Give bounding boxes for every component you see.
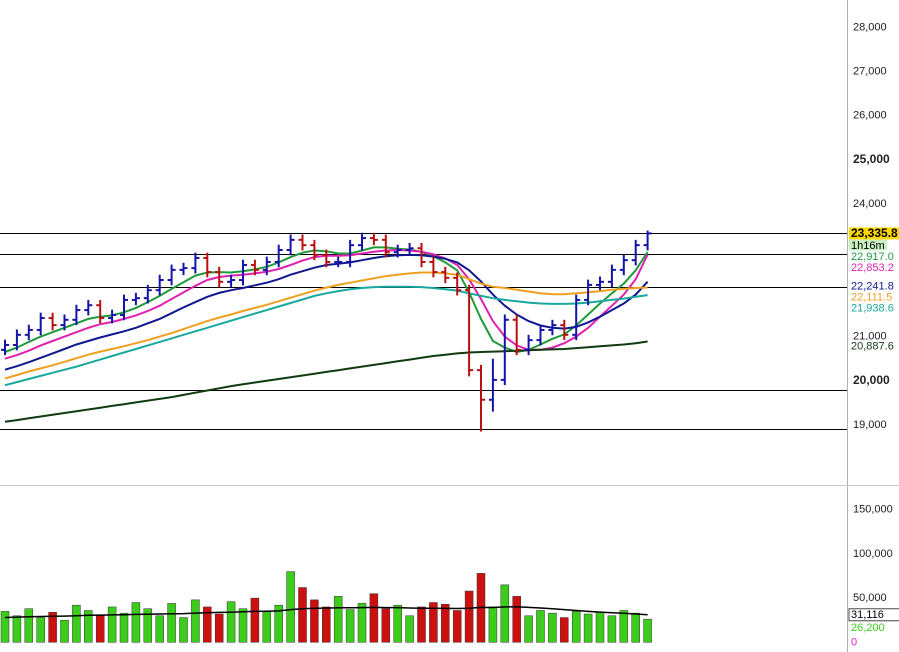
volume-bar [441,604,450,643]
y-tick-label: 26,000 [853,110,887,122]
value-label: 0 [851,637,857,649]
volume-bar [536,610,545,643]
value-label-box [849,280,899,293]
volume-bar [500,584,510,643]
volume-bar [405,615,414,643]
volume-bar [119,612,129,643]
value-label: 22,111.5 [851,292,892,304]
value-label: 26,200 [851,622,885,634]
volume-bar [48,611,57,643]
volume-bar [107,606,117,643]
volume-bar [345,609,355,643]
value-label-box [849,250,899,263]
volume-average-line [4,606,648,619]
volume-bar [631,612,640,643]
volume-bar [619,610,629,643]
value-label-box [849,227,899,240]
volume-bar [0,611,10,643]
volume-bar [143,608,153,643]
volume-bar [72,604,81,643]
countdown-box [849,239,887,252]
volume-bar [238,608,248,643]
volume-bar [607,615,617,643]
volume-bar [393,604,402,643]
volume-bar [155,615,164,643]
volume-bar [512,596,521,643]
value-label-box [849,636,899,649]
volume-bar [131,602,141,643]
volume-bar [286,571,295,643]
volume-bar [417,606,426,643]
volume-bar [429,602,438,643]
volume-bar [464,590,474,643]
value-label-box [848,608,899,622]
volume-bar [24,608,34,643]
y-tick-label: 24,000 [853,198,887,210]
volume-bar [179,617,188,643]
volume-bar [488,606,498,643]
moving-average-line [4,340,648,423]
y-tick-label: 100,000 [853,548,893,560]
volume-bar [357,603,367,643]
volume-bar [95,615,105,643]
volume-bar [333,596,343,643]
volume-bar [36,617,45,643]
y-tick-label: 25,000 [853,152,890,166]
volume-bar [262,611,272,643]
value-label: 22,917.0 [851,251,894,263]
value-label-box [849,261,899,274]
volume-bar [12,615,22,643]
y-tick-label: 21,000 [853,330,887,342]
volume-bar [84,610,93,643]
moving-average-line [4,271,648,380]
volume-bar [571,611,581,643]
value-label-box [849,621,899,634]
moving-average-line [4,285,648,387]
y-tick-label: 28,000 [853,21,887,33]
volume-bar [60,619,69,643]
volume-bar [298,587,307,643]
y-tick-label: 19,000 [853,419,887,431]
y-tick-label: 20,000 [853,373,890,387]
volume-bar [250,597,260,643]
volume-bar [322,606,331,643]
y-tick-label: 50,000 [853,592,887,604]
volume-bar [381,608,391,643]
volume-bar [203,606,212,643]
volume-bar [548,612,557,643]
y-tick-label: 150,000 [853,504,893,516]
volume-bar [595,611,605,643]
y-tick-label: 27,000 [853,65,887,77]
volume-bar [583,613,593,643]
value-label-box [849,302,899,315]
volume-bar [310,599,319,643]
volume-bar [191,599,200,643]
volume-bar [524,615,533,643]
value-label-box [849,340,899,353]
value-label-box [849,291,899,304]
value-label: 31,116 [851,609,884,621]
value-label: 23,335.8 [851,226,898,240]
volume-bar [452,610,462,643]
value-label: 20,887.6 [851,340,894,352]
volume-bar [226,601,236,643]
value-label: 21,938.6 [851,303,894,315]
volume-bar [643,618,652,643]
volume-bar [167,603,176,643]
volume-bar [214,613,224,643]
volume-bar [369,593,379,643]
countdown: 1h16m [851,240,885,252]
value-label: 22,241.8 [851,281,894,293]
value-label: 22,853.2 [851,262,894,274]
volume-bar [560,617,569,643]
volume-bar [274,604,283,643]
